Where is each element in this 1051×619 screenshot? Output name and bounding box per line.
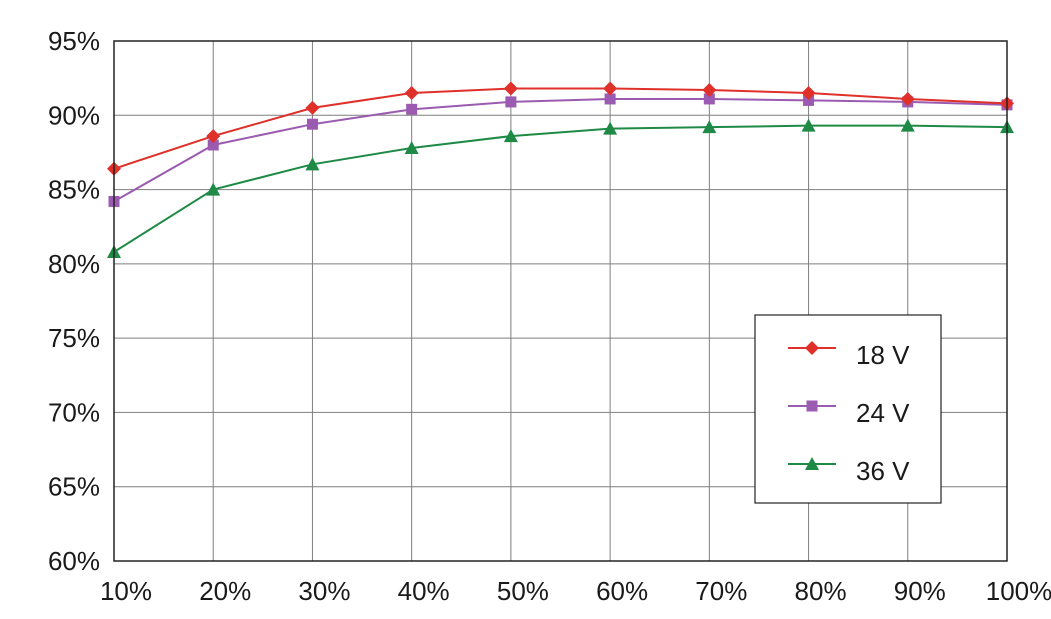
legend-label: 18 V [856,340,910,370]
series-36v [107,118,1014,258]
data-point-36v [801,118,816,132]
legend-item-18v: 18 V [788,340,910,370]
data-point-36v [206,182,221,196]
series-18v [107,81,1014,176]
y-axis-ticks: 60% 65% 70% 75% 80% 85% 90% 95% [48,26,100,576]
legend-label: 24 V [856,398,910,428]
legend-label: 36 V [856,456,910,486]
data-point-36v [503,129,518,143]
x-tick-label: 40% [398,576,450,606]
data-point-18v [404,86,419,100]
data-point-36v [603,121,618,135]
series-line-36v [113,124,1008,253]
y-tick-label: 95% [48,26,100,56]
data-point-18v [702,83,717,98]
data-point-18v [206,129,221,144]
data-point-24v [306,118,318,130]
x-tick-label: 100% [986,576,1051,606]
legend: 18 V 24 V 36 V [754,314,942,504]
data-point-24v [703,93,715,105]
data-point-36v [702,120,717,134]
x-tick-label: 20% [199,576,251,606]
data-point-24v [406,103,418,115]
y-tick-label: 90% [48,100,100,130]
data-point-24v [505,96,517,108]
legend-marker [805,341,819,355]
y-tick-label: 75% [48,323,100,353]
data-point-24v [803,94,815,106]
x-tick-label: 80% [795,576,847,606]
y-tick-label: 80% [48,249,100,279]
data-point-18v [503,81,518,96]
data-point-18v [900,91,915,106]
data-point-36v [900,118,915,132]
x-tick-label: 50% [497,576,549,606]
x-tick-label: 70% [695,576,747,606]
data-point-36v [305,157,320,171]
data-point-18v [305,100,320,115]
y-tick-label: 60% [48,546,100,576]
x-tick-label: 30% [298,576,350,606]
series-line-18v [113,87,1008,170]
x-tick-label: 60% [596,576,648,606]
legend-marker [806,400,818,412]
data-point-24v [207,139,219,151]
y-tick-label: 65% [48,472,100,502]
x-axis-ticks: 10% 20% 30% 40% 50% 60% 70% 80% 90% 100% [100,576,1051,606]
y-tick-label: 70% [48,397,100,427]
y-tick-label: 85% [48,175,100,205]
data-point-18v [603,81,618,96]
data-point-24v [604,93,616,105]
legend-marker [805,457,819,470]
legend-item-24v: 24 V [788,398,910,428]
legend-item-36v: 36 V [788,456,910,486]
x-tick-label: 90% [894,576,946,606]
data-point-36v [404,140,419,154]
x-tick-label: 10% [100,576,152,606]
legend-box [754,314,942,504]
plot-frame [113,40,1008,562]
data-point-18v [801,86,816,100]
series-line-24v [113,97,1008,203]
